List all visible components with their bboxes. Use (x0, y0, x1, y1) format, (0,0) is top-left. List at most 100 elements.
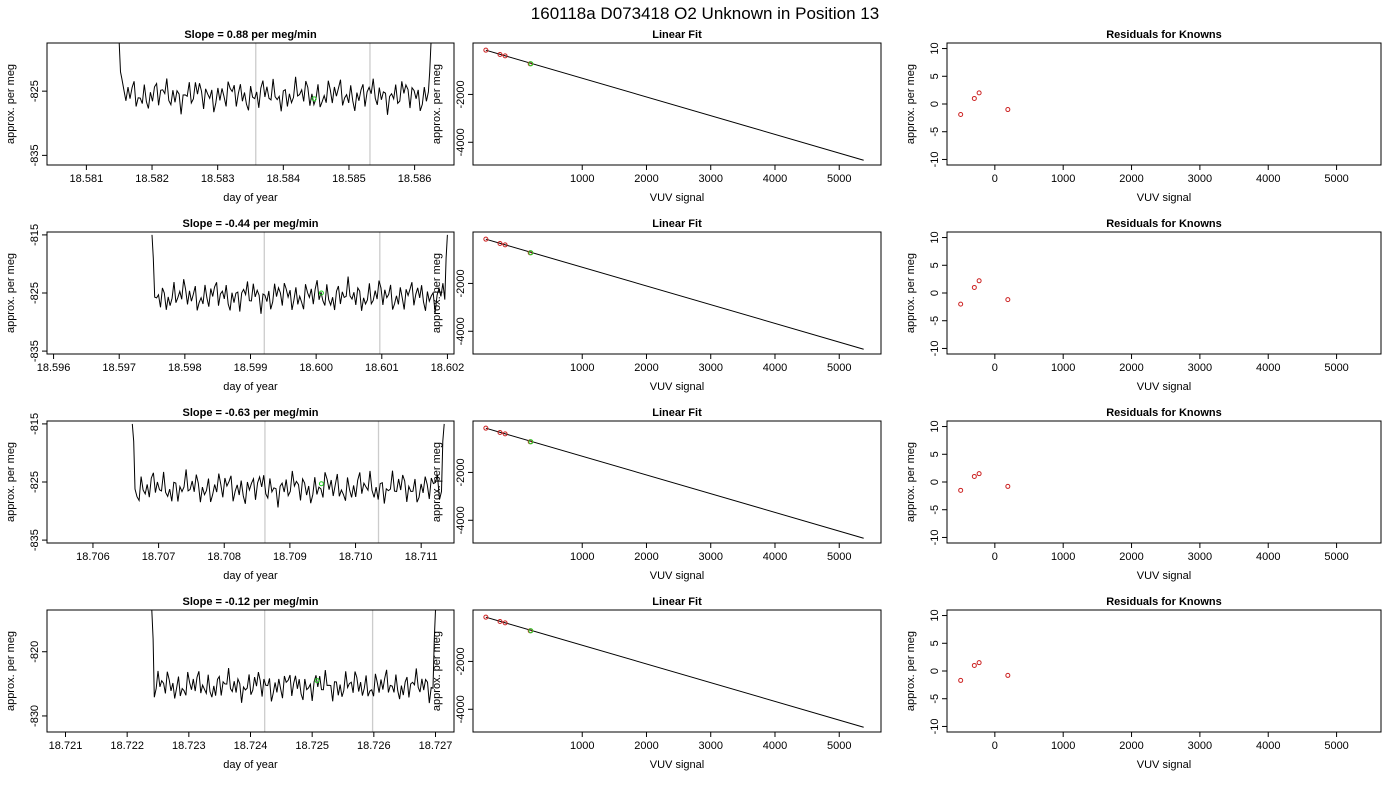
y-axis: -4000 -2000 (455, 80, 473, 156)
plot-frame (46, 42, 455, 166)
x-tick-label: 18.584 (266, 173, 300, 185)
y-axis-label: approx. per meg (905, 253, 917, 333)
plot-area (118, 42, 432, 165)
panel-title: Residuals for Knowns (1106, 29, 1222, 41)
x-tick-label: 3000 (1188, 362, 1212, 374)
y-tick-label: -5 (929, 505, 941, 515)
y-axis-label: approx. per meg (431, 442, 443, 522)
x-tick-label: 5000 (827, 740, 851, 752)
unknown-point (528, 61, 534, 67)
x-tick-label: 1000 (1051, 740, 1075, 752)
x-tick-label: 18.598 (168, 362, 202, 374)
x-tick-label: 0 (992, 362, 998, 374)
known-point (497, 51, 503, 57)
y-tick-label: -835 (29, 144, 41, 166)
y-tick-label: -2000 (455, 647, 467, 675)
x-tick-label: 18.601 (365, 362, 399, 374)
panel-title: Residuals for Knowns (1106, 596, 1222, 608)
panel-title: Linear Fit (652, 218, 702, 230)
x-tick-label: 5000 (1324, 551, 1348, 563)
x-tick-label: 18.582 (135, 173, 169, 185)
x-axis-label: VUV signal (650, 759, 704, 771)
y-tick-label: 5 (929, 73, 941, 79)
fit-line (485, 238, 864, 350)
unknown-point (528, 250, 534, 256)
y-tick-label: 0 (929, 668, 941, 674)
y-tick-label: -10 (929, 530, 941, 546)
x-axis: 1000 2000 3000 4000 5000 (570, 543, 851, 563)
known-point (976, 660, 982, 666)
x-tick-label: 18.727 (419, 740, 453, 752)
plot-area (958, 90, 1011, 118)
x-tick-label: 0 (992, 740, 998, 752)
panel-title: Linear Fit (652, 407, 702, 419)
x-axis: 0 1000 2000 3000 4000 5000 (992, 732, 1349, 752)
y-axis: -830 -820 (29, 641, 47, 727)
panel-title: Slope = 0.88 per meg/min (184, 29, 317, 41)
x-tick-label: 4000 (1256, 362, 1280, 374)
x-tick-label: 18.723 (172, 740, 206, 752)
y-axis: -10 -5 0 5 10 (929, 420, 947, 545)
x-tick-label: 18.596 (37, 362, 71, 374)
y-axis: -10 -5 0 5 10 (929, 609, 947, 734)
y-axis-label: approx. per meg (905, 442, 917, 522)
panel-0-1: Linear Fit 1000 2000 3000 4000 5000 VUV signal… (431, 29, 882, 204)
x-axis-label: VUV signal (650, 570, 704, 582)
y-axis-label: approx. per meg (905, 631, 917, 711)
x-tick-label: 3000 (1188, 173, 1212, 185)
panel-title: Residuals for Knowns (1106, 218, 1222, 230)
x-axis: 0 1000 2000 3000 4000 5000 (992, 543, 1349, 563)
known-point (483, 236, 489, 242)
x-tick-label: 4000 (763, 551, 787, 563)
x-tick-label: 18.599 (234, 362, 268, 374)
y-tick-label: -4000 (455, 695, 467, 723)
x-axis: 18.721 18.722 18.723 18.724 18.725 18.726 18.7… (49, 732, 453, 752)
plot-area (131, 421, 445, 543)
panel-title: Slope = -0.63 per meg/min (182, 407, 318, 419)
plot-frame (946, 609, 1382, 733)
signal-trace (131, 423, 445, 508)
x-tick-label: 5000 (827, 551, 851, 563)
panel-title: Slope = -0.44 per meg/min (182, 218, 318, 230)
x-tick-label: 4000 (763, 362, 787, 374)
y-tick-label: -2000 (455, 458, 467, 486)
y-tick-label: -5 (929, 694, 941, 704)
y-tick-label: -2000 (455, 80, 467, 108)
x-tick-label: 18.721 (49, 740, 83, 752)
y-tick-label: -4000 (455, 506, 467, 534)
panel-title: Slope = -0.12 per meg/min (182, 596, 318, 608)
panel-title: Linear Fit (652, 29, 702, 41)
unknown-marker (311, 96, 317, 102)
x-axis-label: VUV signal (1137, 759, 1191, 771)
y-axis-label: approx. per meg (431, 631, 443, 711)
known-point (1005, 672, 1011, 678)
unknown-marker (318, 290, 324, 296)
x-tick-label: 0 (992, 173, 998, 185)
plot-frame (46, 609, 455, 733)
y-tick-label: -4000 (455, 128, 467, 156)
plot-frame (946, 42, 1382, 166)
x-tick-label: 3000 (1188, 551, 1212, 563)
known-point (1005, 483, 1011, 489)
x-tick-label: 18.725 (295, 740, 329, 752)
x-tick-label: 2000 (1119, 551, 1143, 563)
y-axis-label: approx. per meg (5, 64, 17, 144)
signal-trace (118, 42, 432, 115)
y-axis: -835 -825 -815 (29, 224, 47, 362)
plot-area (151, 232, 448, 354)
x-axis: 18.706 18.707 18.708 18.709 18.710 18.711 (76, 543, 438, 563)
plot-frame (472, 231, 882, 355)
y-tick-label: -5 (929, 316, 941, 326)
fit-line (485, 49, 864, 161)
y-axis: -10 -5 0 5 10 (929, 231, 947, 356)
y-tick-label: 0 (929, 290, 941, 296)
x-tick-label: 1000 (1051, 551, 1075, 563)
x-tick-label: 4000 (1256, 740, 1280, 752)
known-point (497, 618, 503, 624)
known-point (976, 471, 982, 477)
y-axis: -835 -825 -815 (29, 413, 47, 551)
x-tick-label: 5000 (827, 173, 851, 185)
